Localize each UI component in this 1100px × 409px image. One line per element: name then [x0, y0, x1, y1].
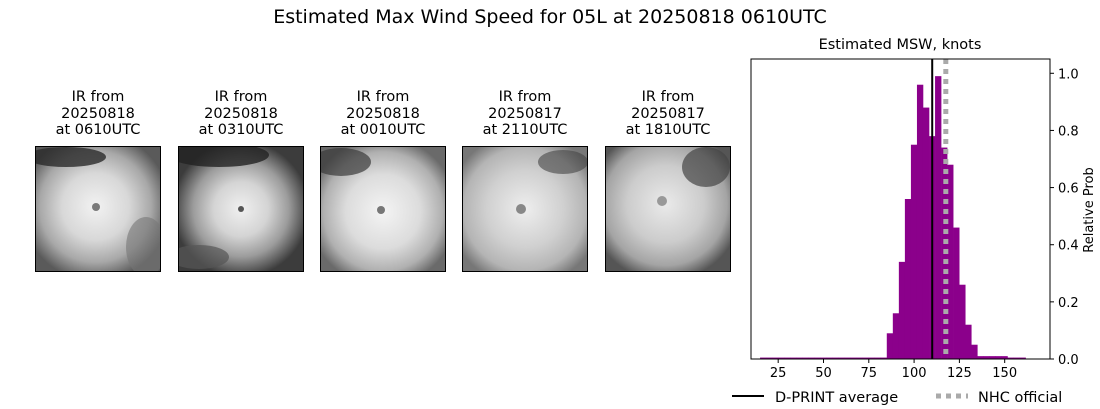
- histogram-bar: [977, 356, 984, 359]
- histogram-bar: [898, 261, 906, 359]
- ir-caption: IR from 20250817 at 1810UTC: [625, 89, 711, 138]
- histogram-bar: [832, 357, 839, 359]
- histogram-bar: [862, 357, 869, 359]
- histogram-bar: [772, 357, 779, 359]
- histogram-bar: [820, 357, 827, 359]
- y-tick-label: 0.6: [1058, 182, 1079, 197]
- ir-panel-1: IR from 20250818 at 0610UTC: [35, 89, 161, 272]
- ir-panel-2: IR from 20250818 at 0310UTC: [178, 89, 304, 272]
- histogram-bar: [802, 357, 809, 359]
- ir-satellite-image: [462, 146, 588, 272]
- ir-panel-5: IR from 20250817 at 1810UTC: [605, 89, 731, 272]
- ir-caption: IR from 20250818 at 0610UTC: [55, 89, 141, 138]
- x-tick-label: 25: [770, 366, 787, 381]
- histogram-bar: [922, 107, 930, 359]
- histogram-bar: [886, 333, 894, 359]
- histogram-bar: [856, 357, 863, 359]
- y-axis-label: Relative Prob: [1082, 167, 1097, 252]
- x-tick-label: 50: [815, 366, 832, 381]
- histogram-bar: [904, 199, 912, 359]
- x-tick-label: 150: [992, 366, 1017, 381]
- histogram-bar: [971, 344, 978, 359]
- reference-lines: [931, 59, 949, 359]
- y-tick-label: 0.2: [1058, 296, 1079, 311]
- histogram-bar: [989, 356, 996, 359]
- histogram-bar: [892, 313, 900, 359]
- y-tick-label: 0.8: [1058, 124, 1079, 139]
- y-axis-ticks: 0.0 0.2 0.4 0.6 0.8 1.0: [1050, 67, 1079, 368]
- chart-title: Estimated MSW, knots: [819, 37, 982, 53]
- legend-label-nhc: NHC official: [978, 390, 1062, 406]
- histogram-bars: [760, 76, 1026, 360]
- page-title: Estimated Max Wind Speed for 05L at 2025…: [273, 6, 827, 28]
- histogram-bar: [766, 357, 773, 359]
- ir-caption: IR from 20250817 at 2110UTC: [482, 89, 568, 138]
- histogram-bar: [959, 284, 966, 359]
- histogram-bar: [874, 357, 882, 359]
- histogram-bar: [1001, 356, 1008, 359]
- histogram-bar: [760, 357, 767, 359]
- histogram-bar: [784, 357, 791, 359]
- histogram-bar: [947, 164, 954, 359]
- ir-panel-3: IR from 20250818 at 0010UTC: [320, 89, 446, 272]
- histogram-bar: [790, 357, 797, 359]
- x-tick-label: 75: [861, 366, 878, 381]
- ir-caption: IR from 20250818 at 0310UTC: [198, 89, 284, 138]
- histogram-bar: [880, 357, 888, 359]
- histogram-bar: [826, 357, 833, 359]
- ir-satellite-image: [320, 146, 446, 272]
- histogram-bar: [1019, 357, 1026, 359]
- histogram-bar: [838, 357, 845, 359]
- histogram-bar: [1007, 357, 1014, 359]
- x-axis-ticks: 25 50 75 100 125 150: [770, 359, 1017, 381]
- histogram-bar: [953, 227, 960, 359]
- histogram-bar: [808, 357, 815, 359]
- plot-frame: [750, 58, 1051, 360]
- y-tick-label: 0.4: [1058, 239, 1079, 254]
- y-tick-label: 0.0: [1058, 353, 1079, 368]
- histogram-bar: [916, 84, 924, 359]
- x-tick-label: 125: [947, 366, 972, 381]
- histogram-bar: [983, 356, 990, 359]
- ir-satellite-image: [35, 146, 161, 272]
- x-tick-label: 100: [902, 366, 927, 381]
- ir-satellite-image: [605, 146, 731, 272]
- ir-caption: IR from 20250818 at 0010UTC: [340, 89, 426, 138]
- legend-label-d-print: D-PRINT average: [775, 390, 898, 406]
- y-tick-label: 1.0: [1058, 67, 1079, 82]
- histogram-bar: [935, 76, 942, 360]
- histogram-bar: [868, 357, 876, 359]
- histogram-bar: [796, 357, 803, 359]
- legend: D-PRINT average NHC official: [732, 390, 1062, 406]
- histogram-bar: [778, 357, 785, 359]
- histogram-bar: [1013, 357, 1020, 359]
- histogram-bar: [850, 357, 857, 359]
- histogram-bar: [910, 144, 918, 359]
- histogram-bar: [995, 356, 1002, 359]
- histogram-bar: [844, 357, 851, 359]
- ir-satellite-image: [178, 146, 304, 272]
- ir-panel-4: IR from 20250817 at 2110UTC: [462, 89, 588, 272]
- histogram-bar: [814, 357, 821, 359]
- histogram-bar: [965, 324, 972, 359]
